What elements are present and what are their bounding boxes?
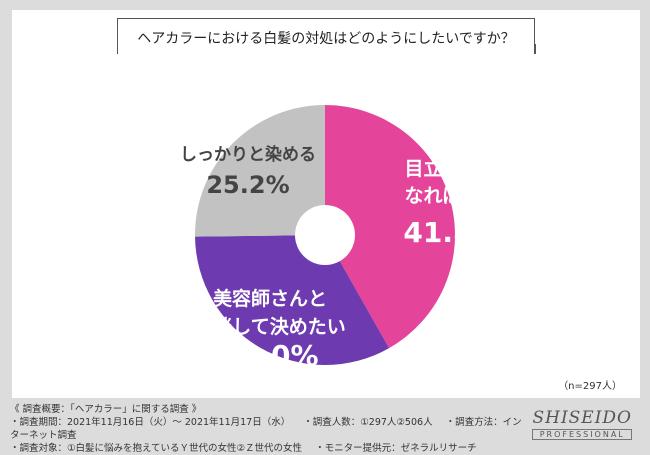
survey-row-2: ・調査対象：①白髪に悩みを抱えているＹ世代の女性②Ｚ世代の女性 ・モニター提供元…: [10, 442, 530, 455]
survey-row-1: ・調査期間：2021年11月16日（火）〜 2021年11月17日（水） ・調査…: [10, 416, 530, 442]
slices-group: [195, 104, 456, 365]
question-box-right-tick: [534, 44, 536, 54]
slice-conceal-value: 41.8%: [403, 216, 500, 249]
survey-count: ・調査人数：①297人②506人: [303, 417, 433, 428]
slice-dye-fully-label-line1: しっかりと染める: [180, 144, 316, 165]
slice-dye-fully: [195, 105, 325, 237]
question-box: ヘアカラーにおける白髪の対処はどのようにしたいですか？: [116, 18, 536, 54]
survey-title: 《 調査概要：「ヘアカラー」に関する調査 》: [10, 404, 202, 415]
survey-monitor: ・モニター提供元：ゼネラルリサーチ: [315, 443, 477, 454]
survey-target: ・調査対象：①白髪に悩みを抱えているＹ世代の女性②Ｚ世代の女性: [10, 443, 303, 454]
slice-conceal-label-line2: なればいい: [404, 185, 499, 207]
donut-hole: [295, 205, 355, 265]
slice-conceal: [325, 104, 456, 349]
slice-consult-stylist-label-line2: 相談して決めたい: [194, 315, 345, 338]
sample-size: （n=297人）: [558, 381, 622, 392]
chart-card: ヘアカラーにおける白髪の対処はどのようにしたいですか？ 目立たなくなればいい 41…: [12, 10, 640, 398]
survey-method: ・調査方法：インターネット調査: [10, 417, 522, 441]
brand-logo: SHISEIDO PROFESSIONAL: [532, 408, 632, 440]
slice-consult-stylist-value: 33.0%: [221, 339, 318, 372]
slice-consult-stylist: [195, 235, 390, 365]
slice-conceal-label-line1: 目立たなく: [404, 157, 499, 180]
slice-dye-fully-value: 25.2%: [206, 171, 289, 199]
brand-name: SHISEIDO: [532, 408, 632, 428]
survey-period: ・調査期間：2021年11月16日（火）〜 2021年11月17日（水）: [10, 417, 291, 428]
survey-footer: 《 調査概要：「ヘアカラー」に関する調査 》 ・調査期間：2021年11月16日…: [10, 403, 530, 455]
slice-consult-stylist-label-line1: 美容師さんと: [213, 287, 327, 310]
question-box-left-tick: [116, 44, 118, 54]
brand-sub: PROFESSIONAL: [532, 429, 632, 440]
question-title: ヘアカラーにおける白髪の対処はどのようにしたいですか？: [137, 31, 515, 47]
